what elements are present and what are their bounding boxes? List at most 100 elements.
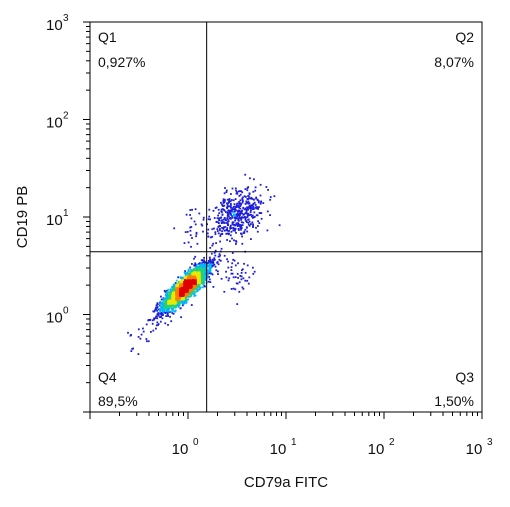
event-dot bbox=[225, 270, 227, 273]
event-dot bbox=[184, 274, 187, 277]
event-dot bbox=[247, 282, 250, 285]
event-dot bbox=[236, 225, 239, 227]
event-dot bbox=[195, 288, 198, 291]
event-dot bbox=[232, 221, 235, 224]
event-dot bbox=[184, 283, 186, 285]
event-dot bbox=[226, 223, 229, 225]
event-dot bbox=[147, 340, 150, 343]
event-dot bbox=[246, 187, 249, 189]
event-dot bbox=[180, 294, 183, 296]
event-dot bbox=[244, 188, 247, 190]
event-dot bbox=[194, 279, 197, 282]
event-dot bbox=[235, 203, 238, 206]
plot-area bbox=[89, 21, 483, 413]
event-dot bbox=[235, 192, 238, 195]
event-dot bbox=[217, 263, 220, 266]
event-dot bbox=[216, 261, 219, 263]
event-dot bbox=[256, 199, 259, 201]
event-dot bbox=[130, 334, 132, 336]
event-dot bbox=[199, 262, 201, 264]
event-dot bbox=[207, 260, 210, 262]
event-dot bbox=[242, 200, 244, 203]
event-dot bbox=[211, 262, 213, 264]
event-dot bbox=[215, 206, 218, 209]
event-dot bbox=[232, 199, 235, 202]
event-dot bbox=[248, 214, 251, 217]
event-dot bbox=[194, 263, 197, 266]
event-dot bbox=[200, 270, 202, 273]
event-dot bbox=[194, 278, 197, 281]
event-dot bbox=[192, 269, 195, 271]
event-dot bbox=[193, 276, 195, 279]
event-dot bbox=[171, 293, 174, 296]
event-dot bbox=[193, 295, 196, 297]
event-dot bbox=[228, 201, 231, 203]
event-dot bbox=[194, 275, 196, 278]
event-dot bbox=[174, 309, 177, 312]
event-dot bbox=[232, 287, 235, 290]
event-dot bbox=[166, 307, 169, 309]
event-dot bbox=[232, 229, 235, 232]
event-dot bbox=[227, 266, 230, 269]
event-dot bbox=[196, 270, 199, 272]
event-dot bbox=[172, 309, 174, 312]
event-dot bbox=[187, 241, 190, 244]
event-dot bbox=[233, 224, 235, 226]
event-dot bbox=[225, 211, 227, 213]
event-dot bbox=[214, 207, 217, 209]
event-dot bbox=[164, 294, 167, 297]
event-dot bbox=[266, 229, 269, 232]
event-dot bbox=[197, 284, 199, 287]
event-dot bbox=[200, 281, 203, 284]
event-dot bbox=[181, 288, 184, 291]
event-dot bbox=[173, 297, 175, 300]
event-dot bbox=[252, 223, 254, 226]
event-dot bbox=[247, 223, 250, 226]
event-dot bbox=[221, 219, 224, 222]
event-dot bbox=[198, 288, 201, 291]
event-dot bbox=[168, 295, 171, 298]
event-dot bbox=[250, 213, 252, 216]
event-dot bbox=[192, 280, 195, 282]
event-dot bbox=[222, 208, 224, 211]
event-dot bbox=[202, 216, 205, 219]
event-dot bbox=[223, 192, 226, 195]
event-dot bbox=[237, 228, 240, 230]
event-dot bbox=[248, 192, 251, 195]
event-dot bbox=[200, 273, 203, 276]
event-dot bbox=[180, 279, 183, 281]
event-dot bbox=[176, 303, 178, 306]
event-dot bbox=[160, 305, 163, 308]
event-dot bbox=[213, 227, 215, 230]
event-dot bbox=[198, 271, 201, 274]
event-dot bbox=[240, 278, 243, 281]
event-dot bbox=[181, 284, 184, 286]
event-dot bbox=[182, 288, 185, 291]
event-dot bbox=[207, 228, 210, 231]
event-dot bbox=[233, 205, 236, 208]
event-dot bbox=[226, 227, 229, 229]
event-dot bbox=[171, 312, 174, 314]
event-dot bbox=[167, 293, 170, 296]
event-dot bbox=[170, 296, 172, 298]
event-dot bbox=[252, 224, 254, 227]
event-dot bbox=[240, 228, 242, 231]
event-dot bbox=[163, 303, 166, 306]
event-dot bbox=[187, 275, 190, 278]
event-dot bbox=[190, 294, 193, 297]
event-dot bbox=[248, 207, 251, 210]
event-dot bbox=[203, 284, 206, 287]
event-dot bbox=[187, 293, 189, 296]
event-dot bbox=[223, 209, 225, 211]
event-dot bbox=[242, 214, 245, 216]
event-dot bbox=[234, 229, 236, 232]
event-dot bbox=[219, 233, 222, 236]
event-dot bbox=[169, 292, 171, 294]
quadrant-labels: Q1 0,927% Q2 8,07% Q3 1,50% Q4 89,5% bbox=[98, 29, 474, 409]
event-dot bbox=[182, 296, 185, 299]
event-dot bbox=[190, 290, 193, 292]
event-dot bbox=[151, 322, 154, 325]
event-dot bbox=[180, 316, 182, 319]
event-dot bbox=[232, 208, 234, 211]
event-dot bbox=[159, 301, 161, 304]
